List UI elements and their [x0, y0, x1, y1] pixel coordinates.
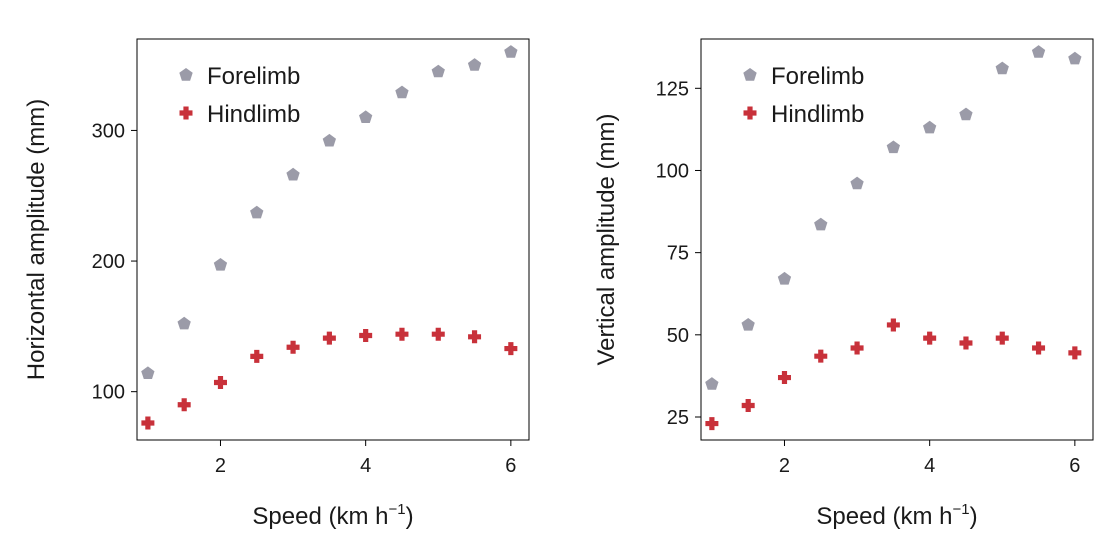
x-axis-title: Speed (km h−1)	[252, 501, 413, 530]
x-tick-label: 2	[779, 455, 790, 477]
forelimb-data-point	[141, 366, 155, 379]
hindlimb-data-point	[1068, 346, 1082, 360]
hindlimb-data-point	[850, 341, 864, 355]
hindlimb-data-point	[777, 371, 791, 385]
hindlimb-data-point	[286, 340, 300, 354]
forelimb-data-point	[741, 318, 755, 331]
hindlimb-data-point	[322, 331, 336, 345]
x-axis-title: Speed (km h−1)	[816, 501, 977, 530]
left-panel-horizontal-amplitude: 2 4 6 100 200 300 Speed (km h−1) Horizontal amp…	[23, 38, 530, 530]
series-forelimb	[141, 45, 518, 379]
legend-label-forelimb: Forelimb	[207, 63, 300, 90]
series-forelimb	[705, 45, 1082, 390]
forelimb-data-point	[395, 85, 409, 99]
plot-frame	[136, 38, 530, 441]
y-tick-label: 100	[656, 160, 689, 182]
legend-label-hindlimb: Hindlimb	[207, 101, 300, 128]
y-axis-title: Vertical amplitude (mm)	[593, 113, 620, 365]
forelimb-data-point	[814, 217, 828, 231]
hindlimb-data-point	[431, 327, 445, 341]
legend-forelimb-marker	[743, 68, 757, 81]
hindlimb-data-point	[923, 331, 937, 345]
x-tick-label: 4	[924, 455, 935, 477]
forelimb-data-point	[705, 377, 719, 390]
y-tick-label: 300	[92, 120, 125, 142]
hindlimb-data-point	[504, 342, 518, 356]
x-tick-label: 6	[1069, 455, 1080, 477]
forelimb-data-point	[286, 167, 300, 181]
forelimb-data-point	[923, 120, 937, 134]
x-axis-title-main: Speed (km h	[252, 503, 388, 530]
hindlimb-data-point	[814, 349, 828, 363]
x-axis-title-end: )	[970, 503, 978, 530]
y-tick-label: 100	[92, 382, 125, 404]
forelimb-data-point	[322, 133, 336, 147]
plot-frame	[700, 38, 1094, 441]
forelimb-data-point	[467, 58, 482, 71]
forelimb-data-point	[995, 61, 1009, 75]
legend-hindlimb-marker	[743, 106, 757, 120]
series-hindlimb	[705, 318, 1082, 431]
forelimb-data-point	[886, 140, 900, 154]
x-axis-title-end: )	[406, 503, 414, 530]
forelimb-data-point	[359, 110, 373, 123]
hindlimb-data-point	[250, 349, 264, 363]
legend-label-hindlimb: Hindlimb	[771, 101, 864, 128]
right-panel-vertical-amplitude: 2 4 6 25 50 75 100 125 Speed (km h−1) Vertical am…	[593, 38, 1094, 530]
hindlimb-data-point	[213, 376, 227, 390]
hindlimb-data-point	[359, 329, 373, 343]
y-tick-label: 200	[92, 251, 125, 273]
forelimb-data-point	[177, 316, 191, 330]
y-axis-title: Horizontal amplitude (mm)	[23, 99, 50, 380]
hindlimb-data-point	[1032, 341, 1046, 355]
hindlimb-data-point	[177, 398, 191, 412]
forelimb-data-point	[1068, 51, 1082, 65]
legend-label-forelimb: Forelimb	[771, 63, 864, 90]
forelimb-data-point	[431, 64, 445, 78]
hindlimb-data-point	[886, 318, 900, 332]
x-tick-label: 4	[360, 455, 371, 477]
forelimb-data-point	[777, 271, 792, 285]
y-tick-label: 75	[667, 243, 689, 265]
forelimb-data-point	[250, 205, 264, 219]
forelimb-data-point	[959, 107, 973, 121]
forelimb-data-point	[1031, 45, 1046, 58]
y-tick-label: 50	[667, 325, 689, 347]
forelimb-data-point	[213, 258, 228, 271]
hindlimb-data-point	[705, 417, 719, 431]
x-axis-title-superscript: −1	[388, 501, 405, 518]
series-hindlimb	[141, 327, 518, 430]
hindlimb-data-point	[468, 330, 482, 344]
forelimb-data-point	[504, 45, 518, 58]
x-tick-label: 2	[215, 455, 226, 477]
forelimb-data-point	[850, 176, 864, 190]
hindlimb-data-point	[959, 336, 973, 350]
legend-forelimb-marker	[179, 68, 193, 81]
y-tick-label: 125	[656, 78, 689, 100]
x-axis-title-main: Speed (km h	[816, 503, 952, 530]
hindlimb-data-point	[395, 327, 409, 341]
hindlimb-data-point	[995, 331, 1009, 345]
legend-hindlimb-marker	[179, 106, 193, 120]
x-tick-label: 6	[505, 455, 516, 477]
hindlimb-data-point	[741, 398, 755, 412]
y-tick-label: 25	[667, 407, 689, 429]
hindlimb-data-point	[141, 416, 155, 430]
x-axis-title-superscript: −1	[952, 501, 969, 518]
